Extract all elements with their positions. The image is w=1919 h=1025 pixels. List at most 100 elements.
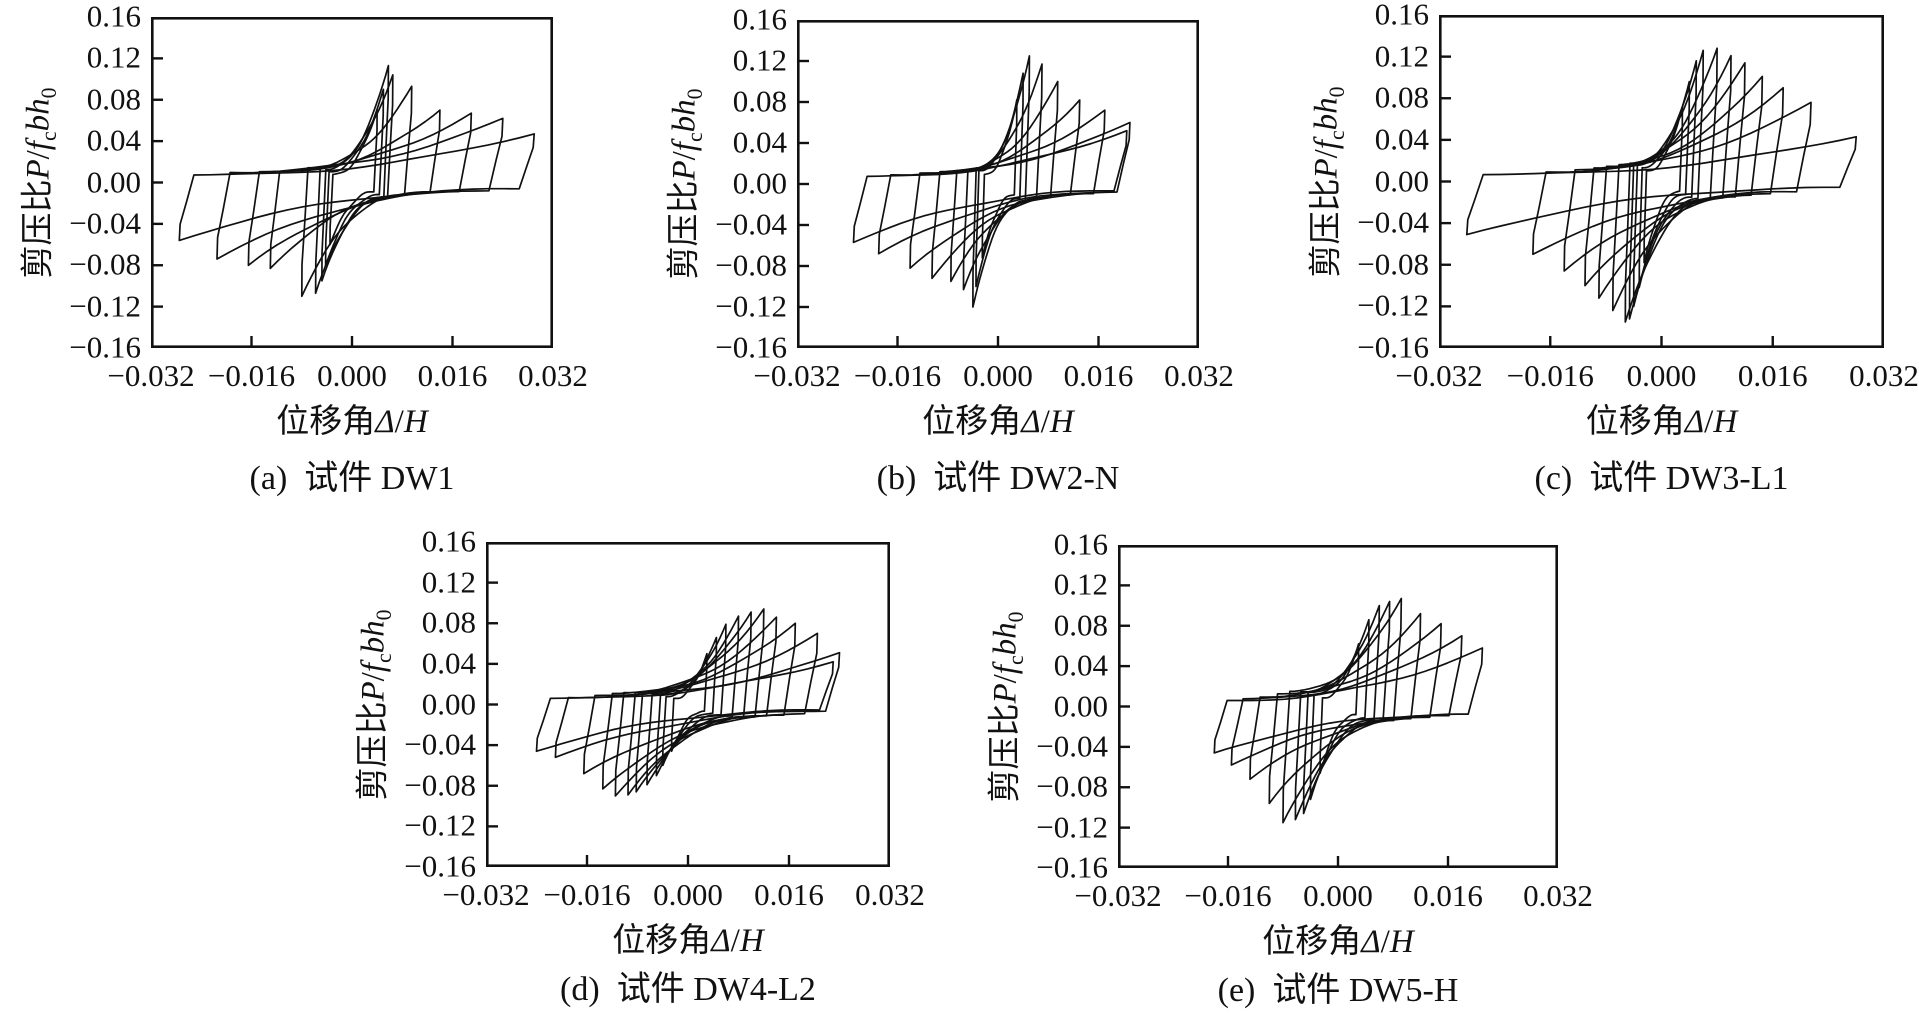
hysteresis-loop [852,129,1128,244]
hysteresis-loop [627,608,765,796]
y-tick-label: −0.12 [1357,287,1429,323]
y-tick-label: 0.00 [421,686,476,722]
plot-area-b [796,19,1199,348]
y-tick-label: −0.04 [69,205,141,241]
y-tick-label: −0.12 [404,807,476,843]
hysteresis-loop [582,632,819,775]
axis-title-segment: Δ [1361,924,1381,960]
axis-title-segment: P [1308,157,1345,179]
y-tick-label: −0.16 [1036,849,1108,885]
axis-title-segment: Δ [1021,404,1041,440]
y-tick-label: −0.04 [1036,728,1108,764]
hysteresis-loop [1465,135,1858,236]
x-tick-label: 0.016 [417,358,488,393]
hysteresis-loop [950,80,1059,283]
axis-title-segment: 0 [1004,610,1029,622]
axis-title-segment: Δ [711,923,731,959]
axis-title-segment: bh [355,619,392,653]
x-tick-label: −0.016 [1506,358,1594,393]
x-tick-label: −0.032 [753,358,841,393]
axis-title-segment: f [666,142,703,152]
y-tick-label: 0.08 [86,81,141,117]
axis-title-segment: c [683,132,708,143]
axis-title-segment: / [1040,404,1050,440]
y-tick-label: −0.16 [1357,329,1429,365]
y-tick-label: 0.16 [1374,0,1429,32]
axis-title-segment: / [666,151,703,161]
hysteresis-loop [1598,62,1746,299]
hysteresis-loop [1532,101,1812,256]
axis-title-segment: bh [20,97,57,131]
x-tick-label: 0.000 [317,358,387,393]
axis-title-segment: f [20,140,57,150]
x-tick-label: −0.032 [1074,878,1162,913]
axis-title-segment: f [1308,139,1345,149]
axis-title-segment: c [372,652,397,663]
hysteresis-loop [1302,604,1381,815]
axis-title-segment: 剪压比 [20,179,57,279]
axis-title-segment: f [987,664,1024,674]
y-axis-title-e: 剪压比P/fcbh0 [987,611,1029,803]
hysteresis-loop [1268,612,1422,805]
x-tick-label: 0.032 [1523,878,1593,913]
y-axis-title-b: 剪压比P/fcbh0 [666,88,708,279]
caption-b: (b) 试件 DW2-N [876,460,1120,497]
axis-title-segment: 位移角 [612,923,712,959]
hysteresis-loop [877,121,1131,255]
x-tick-label: −0.032 [1395,358,1483,393]
hysteresis-loop [614,616,778,797]
axis-title-segment: 位移角 [922,404,1022,440]
axis-title-segment: 剪压比 [355,701,392,801]
axis-title-segment: 0 [1325,85,1350,97]
y-tick-label: −0.12 [69,288,141,324]
hysteresis-loop [646,615,740,786]
x-tick-label: −0.032 [442,877,530,912]
axis-title-segment: c [1325,129,1350,140]
x-tick-label: 0.000 [1626,358,1697,393]
hysteresis-loop [535,660,835,753]
y-tick-label: −0.08 [1036,768,1108,804]
axis-title-segment: 0 [683,88,708,100]
hysteresis-loop [178,133,536,242]
axis-title-segment: / [1380,924,1390,960]
x-tick-label: 0.016 [1063,358,1134,393]
hysteresis-loop [1584,75,1764,287]
axis-title-segment: H [1713,404,1738,440]
axis-title-segment: P [666,160,703,181]
hysteresis-loop [1632,59,1698,308]
hysteresis-loop [1643,105,1684,264]
axis-title-segment: / [987,673,1024,683]
y-tick-label: −0.08 [715,247,787,283]
x-tick-label: −0.016 [853,358,942,393]
plot-border [1117,544,1558,868]
axis-title-segment: H [1389,924,1414,960]
x-axis-title-d: 位移角Δ/H [612,925,763,958]
plot-area-a [150,16,553,348]
axis-title-segment: 剪压比 [987,703,1024,803]
hysteresis-loop [300,85,413,298]
y-tick-label: 0.16 [1053,526,1108,562]
axis-title-segment: c [37,130,62,141]
x-tick-label: 0.000 [653,877,723,912]
y-tick-label: −0.12 [715,288,787,324]
hysteresis-loop [1628,49,1705,320]
axis-title-segment: / [394,404,404,440]
y-tick-label: 0.12 [1374,38,1429,74]
caption-d: (d) 试件 DW4-L2 [560,971,816,1008]
axis-title-segment: f [355,662,392,672]
y-tick-label: 0.00 [732,165,787,201]
axis-title-segment: 位移角 [1262,924,1362,960]
y-tick-label: −0.16 [404,848,476,884]
x-axis-title-e: 位移角Δ/H [1262,926,1413,959]
y-tick-label: −0.16 [715,329,787,365]
caption-c: (c) 试件 DW3-L1 [1534,460,1789,497]
y-tick-label: 0.04 [421,645,476,681]
hysteresis-loop [931,99,1081,280]
x-tick-label: 0.032 [1849,358,1919,393]
y-tick-label: 0.12 [732,42,787,78]
hysteresis-loop [1563,86,1785,272]
x-tick-label: 0.000 [1303,878,1373,913]
x-tick-label: 0.032 [855,877,925,912]
x-tick-label: 0.016 [754,877,824,912]
